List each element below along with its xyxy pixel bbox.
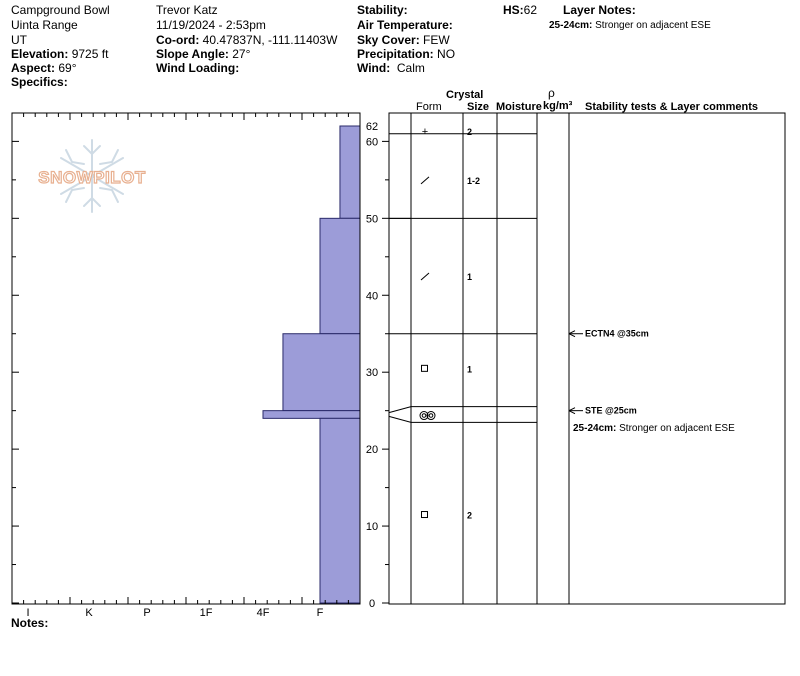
elevation-value: 9725 ft — [71, 47, 109, 61]
moisture-header: Moisture — [496, 101, 542, 113]
sky-label: Sky Cover: — [357, 33, 420, 47]
snowpilot-logo-text: SNOWPILOT — [38, 168, 146, 187]
layer-notes-label: Layer Notes: — [563, 3, 636, 17]
hardness-bar — [319, 417, 361, 604]
height-tick-label: 30 — [366, 367, 378, 379]
hardness-tick-label: K — [85, 607, 93, 619]
height-tick-label: 0 — [369, 598, 375, 610]
test-arrowhead — [568, 407, 576, 415]
hardness-tick-label: 4F — [257, 607, 270, 619]
hardness-tick-label: P — [143, 607, 150, 619]
crystal-size-value: 1-2 — [467, 176, 480, 186]
layer-note-range: 25-24cm: — [549, 20, 593, 31]
crystal-size-value: 1 — [467, 272, 472, 282]
height-tick-label: 60 — [366, 136, 378, 148]
aspect: Aspect: 69° — [11, 61, 77, 75]
air-temp-label: Air Temperature: — [357, 18, 453, 32]
thin-layer-top — [388, 406, 537, 414]
wind: Wind: Calm — [357, 61, 425, 75]
layer-comment-range: 25-24cm: — [573, 423, 617, 434]
hardness-tick-label: 1F — [200, 607, 213, 619]
stability-label: Stability: — [357, 3, 408, 17]
aspect-label: Aspect: — [11, 61, 56, 75]
datetime: 11/19/2024 - 2:53pm — [156, 18, 266, 32]
hardness-bar — [339, 125, 361, 219]
wind-value: Calm — [396, 61, 425, 75]
comments-header: Stability tests & Layer comments — [585, 101, 759, 113]
height-tick-label: 40 — [366, 290, 378, 302]
hs-value: 62 — [523, 3, 538, 17]
crystal-size-value: 2 — [467, 127, 472, 137]
coord-value: 40.47837N, -111.11403W — [202, 33, 338, 47]
test-arrowhead — [568, 330, 576, 338]
precip-value: NO — [437, 47, 456, 61]
sky-value: FEW — [423, 33, 450, 47]
range-name: Uinta Range — [11, 18, 78, 32]
elevation: Elevation: 9725 ft — [11, 47, 108, 61]
coordinates: Co-ord: 40.47837N, -111.11403W — [156, 33, 337, 47]
crystal-form-symbol: + — [422, 126, 428, 138]
hardness-bar — [319, 217, 361, 335]
crystal-form-symbol — [420, 272, 430, 281]
specifics-label: Specifics: — [11, 75, 68, 89]
hardness-tick-label: I — [26, 607, 29, 619]
hardness-bar — [262, 410, 361, 419]
density-header: kg/m³ — [543, 100, 573, 112]
crystal-header: Crystal — [446, 89, 484, 101]
layer-note: 25-24cm: Stronger on adjacent ESE — [549, 19, 711, 33]
layer-note-text: Stronger on adjacent ESE — [595, 20, 711, 31]
slope-angle: Slope Angle: 27° — [156, 47, 250, 61]
crystal-size-value: 1 — [467, 364, 472, 374]
elevation-label: Elevation: — [11, 47, 69, 61]
height-tick-label: 62 — [366, 121, 378, 133]
wind-loading-label: Wind Loading: — [156, 61, 240, 75]
form-header: Form — [416, 101, 442, 113]
hs-label: HS: — [503, 3, 524, 17]
sky-cover: Sky Cover: FEW — [357, 33, 450, 47]
height-tick-label: 50 — [366, 213, 378, 225]
stability-test-label: STE @25cm — [585, 406, 637, 416]
height-tick-label: 20 — [366, 444, 378, 456]
observer-name: Trevor Katz — [156, 3, 218, 17]
crystal-form-symbol — [420, 176, 430, 185]
precipitation: Precipitation: NO — [357, 47, 455, 61]
snowflake-icon — [60, 139, 124, 213]
height-tick-label: 10 — [366, 521, 378, 533]
crystal-size-value: 2 — [467, 511, 472, 521]
hardness-bar — [282, 333, 361, 412]
slope-label: Slope Angle: — [156, 47, 229, 61]
layer-table-frame — [388, 112, 786, 605]
hardness-tick-label: F — [317, 607, 324, 619]
notes-label: Notes: — [11, 616, 49, 630]
state-name: UT — [11, 33, 27, 47]
crystal-form-symbol — [419, 411, 436, 421]
wind-label: Wind: — [357, 61, 391, 75]
density-symbol: ρ — [548, 86, 555, 100]
crystal-form-symbol — [421, 364, 428, 372]
stability-test-label: ECTN4 @35cm — [585, 329, 649, 339]
size-header: Size — [467, 101, 490, 113]
crystal-form-symbol — [421, 511, 428, 519]
aspect-value: 69° — [58, 61, 77, 75]
precip-label: Precipitation: — [357, 47, 434, 61]
location-name: Campground Bowl — [11, 3, 110, 17]
thin-layer-bottom — [388, 415, 537, 423]
snow-height: HS:62 — [503, 3, 537, 17]
layer-comment: 25-24cm: Stronger on adjacent ESE — [573, 422, 735, 436]
coord-label: Co-ord: — [156, 33, 200, 47]
slope-value: 27° — [232, 47, 251, 61]
layer-comment-text: Stronger on adjacent ESE — [619, 423, 735, 434]
